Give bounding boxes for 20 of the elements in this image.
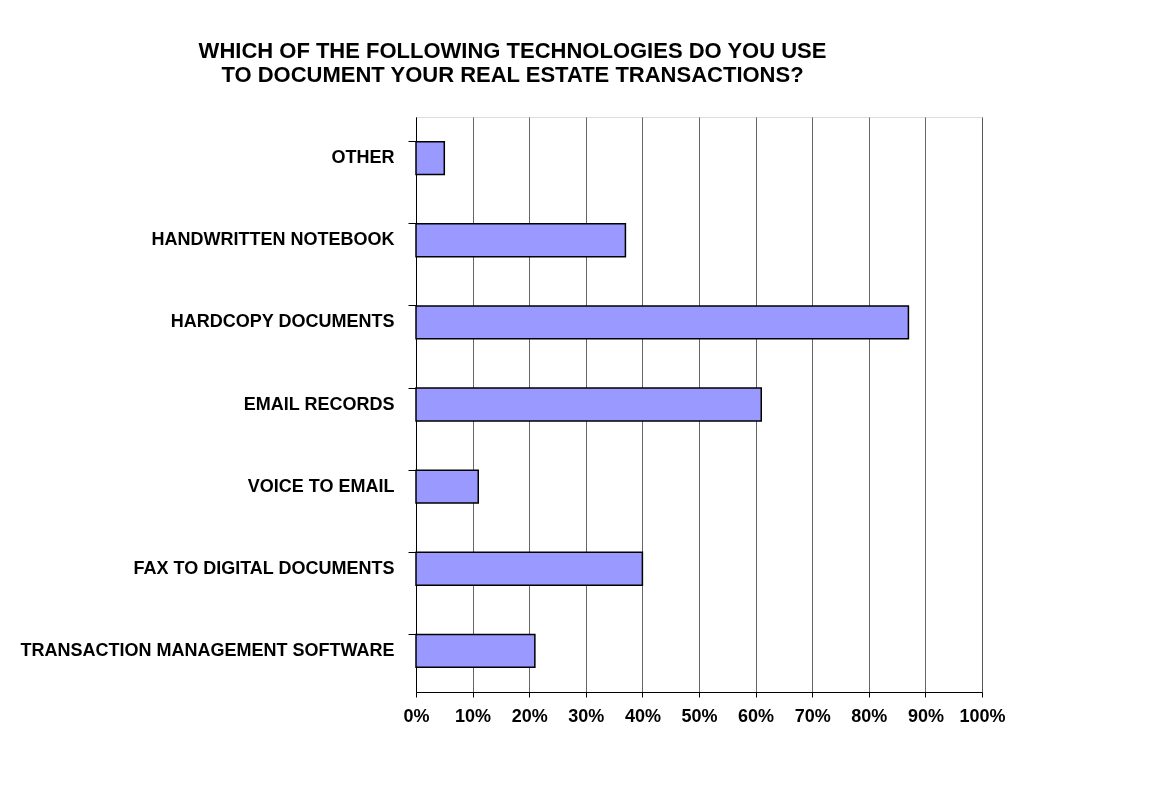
x-tick-label: 60% [738, 705, 775, 726]
y-tick-label: HARDCOPY DOCUMENTS [170, 311, 395, 332]
x-tick-label: 70% [794, 705, 831, 726]
x-tick-label: 80% [851, 705, 888, 726]
y-tick-label: HANDWRITTEN NOTEBOOK [151, 229, 395, 250]
y-tick-label: EMAIL RECORDS [243, 393, 395, 414]
x-tick-label: 20% [511, 705, 548, 726]
y-tick-label: OTHER [331, 147, 395, 168]
y-tick-label: TRANSACTION MANAGEMENT SOFTWARE [20, 639, 395, 660]
x-tick-label: 100% [959, 705, 1006, 726]
text: TO DOCUMENT YOUR REAL ESTATE TRANSACTIONS? [221, 62, 804, 87]
y-tick-label: VOICE TO EMAIL [247, 475, 395, 496]
x-tick-label: 40% [624, 705, 661, 726]
x-tick-label: 0% [403, 705, 430, 726]
y-tick-label: FAX TO DIGITAL DOCUMENTS [133, 557, 395, 578]
text: WHICH OF THE FOLLOWING TECHNOLOGIES DO YOU USE [198, 38, 827, 63]
x-tick-label: 10% [455, 705, 492, 726]
x-tick-label: 50% [681, 705, 718, 726]
x-tick-label: 90% [907, 705, 944, 726]
x-tick-label: 30% [568, 705, 605, 726]
